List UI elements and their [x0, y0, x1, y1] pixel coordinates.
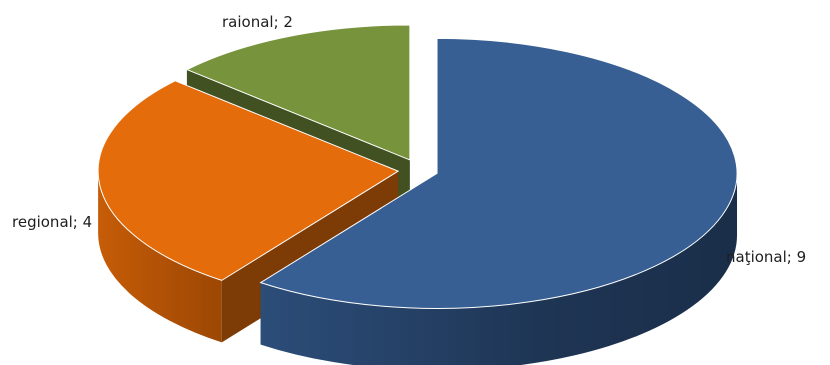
slice-label-raional: raional; 2 — [222, 13, 293, 31]
pie-slice-top-national — [259, 37, 738, 309]
pie-slice-side-national — [260, 173, 738, 365]
slice-label-national: naţional; 9 — [726, 248, 806, 266]
pie-slice-top-raional — [185, 24, 411, 161]
pie-slice-top-regional — [97, 80, 400, 281]
pie-slice-national — [259, 37, 738, 365]
slice-label-regional: regional; 4 — [12, 213, 92, 231]
pie-slice-side-regional — [98, 171, 222, 343]
